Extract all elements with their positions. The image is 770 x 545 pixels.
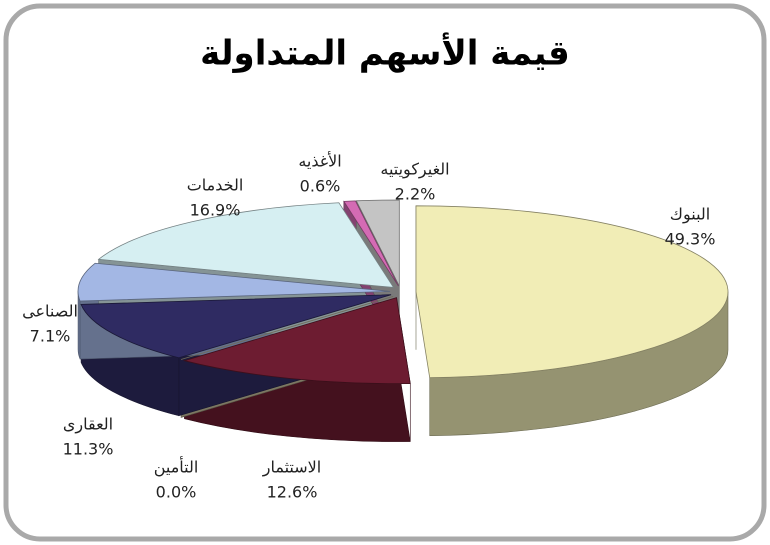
slice bbox=[182, 297, 411, 385]
tops bbox=[77, 199, 729, 385]
slice-value-label: 49.3% bbox=[665, 230, 716, 249]
slice-value-label: 2.2% bbox=[395, 185, 436, 204]
slice bbox=[80, 294, 392, 359]
slice-name: الغيركويتيه bbox=[380, 160, 449, 180]
slice-value-label: 11.3% bbox=[63, 440, 114, 459]
slice bbox=[343, 200, 399, 287]
slice bbox=[77, 262, 391, 302]
slice-name: الخدمات bbox=[187, 176, 244, 195]
slice-value-label: 7.1% bbox=[30, 327, 71, 346]
slice-value-label: 0.0% bbox=[156, 483, 197, 502]
slice-name: الاستثمار bbox=[262, 458, 321, 478]
slice bbox=[97, 202, 395, 288]
slice bbox=[415, 205, 729, 379]
slice-name: العقارى bbox=[63, 415, 113, 435]
slice-value-label: 0.6% bbox=[300, 177, 341, 196]
slice bbox=[355, 199, 400, 287]
slice-value-label: 12.6% bbox=[267, 483, 318, 502]
slice-value-label: 16.9% bbox=[190, 201, 241, 220]
slice-name: الأغذيه bbox=[298, 151, 341, 171]
chart-title: قيمة الأسهم المتداولة bbox=[200, 32, 570, 74]
slice-name: التأمين bbox=[154, 456, 199, 478]
slice-name: البنوك bbox=[670, 205, 710, 225]
slice-name: الصناعى bbox=[22, 302, 78, 321]
labels: البنوك 49.3% الاستثمار 12.6% التأمين 0.0% العق… bbox=[22, 151, 715, 502]
